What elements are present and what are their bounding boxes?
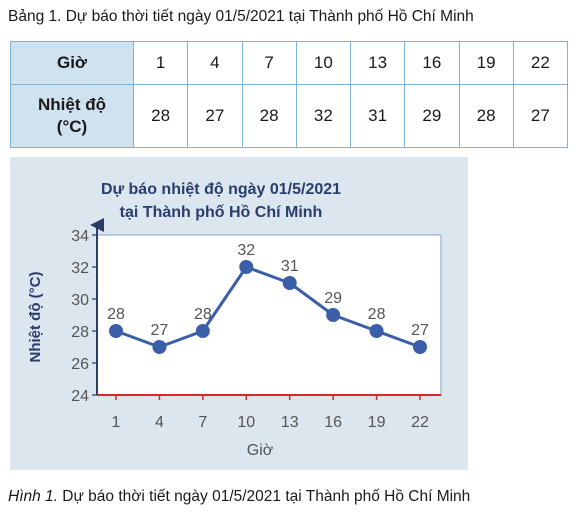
chart-title-line1: Dự báo nhiệt độ ngày 01/5/2021 xyxy=(101,181,341,198)
table-caption: Bảng 1. Dự báo thời tiết ngày 01/5/2021 … xyxy=(8,8,474,25)
y-tick-label: 30 xyxy=(71,292,89,309)
data-point xyxy=(195,324,210,338)
figure-caption-text: Dự báo thời tiết ngày 01/5/2021 tại Thàn… xyxy=(57,488,471,505)
hour-cell: 4 xyxy=(187,41,243,85)
temp-header-line2: (°C) xyxy=(56,117,88,136)
y-tick-label: 26 xyxy=(71,356,89,373)
hour-cell: 16 xyxy=(404,41,460,85)
x-tick-label: 4 xyxy=(155,414,164,431)
temp-cell: 31 xyxy=(349,84,406,148)
temp-header-line1: Nhiệt độ xyxy=(38,95,106,114)
y-axis-label: Nhiệt độ (°C) xyxy=(27,272,44,363)
hour-cell: 1 xyxy=(132,41,189,85)
x-tick-label: 22 xyxy=(411,414,429,431)
data-point xyxy=(152,340,167,354)
y-tick-label: 32 xyxy=(71,260,89,277)
data-label: 29 xyxy=(324,290,342,307)
data-label: 32 xyxy=(237,242,255,259)
temp-cell: 28 xyxy=(458,84,514,148)
hour-cell: 13 xyxy=(349,41,406,85)
y-tick-label: 24 xyxy=(71,388,89,405)
figure-caption-label: Hình 1. xyxy=(8,488,58,505)
data-point xyxy=(239,260,254,274)
data-point xyxy=(413,340,427,354)
forecast-table: Giờ 1 4 7 10 13 16 19 22 Nhiệt độ (°C) 2… xyxy=(10,41,569,148)
data-label: 28 xyxy=(194,306,212,323)
data-label: 27 xyxy=(151,322,169,339)
y-tick-label: 28 xyxy=(71,324,89,341)
table-row-hours: Giờ 1 4 7 10 13 16 19 22 xyxy=(10,41,569,85)
x-tick-label: 13 xyxy=(281,414,299,431)
temp-cell: 27 xyxy=(512,84,569,148)
hour-cell: 22 xyxy=(512,41,569,85)
series-line xyxy=(115,265,421,349)
temp-cell: 29 xyxy=(404,84,460,148)
data-point xyxy=(109,324,123,338)
x-tick-label: 19 xyxy=(368,414,386,431)
x-tick-label: 10 xyxy=(237,414,255,431)
y-tick-label: 34 xyxy=(71,228,89,245)
x-tick-label: 7 xyxy=(198,414,207,431)
temp-cell: 32 xyxy=(295,84,352,148)
chart-marks: 24 26 28 30 32 34 1 4 7 10 13 16 19 22 28 27 28 32 31 29 28 2… xyxy=(71,218,441,431)
chart-panel: Dự báo nhiệt độ ngày 01/5/2021 tại Thành… xyxy=(10,157,468,470)
line-chart: Dự báo nhiệt độ ngày 01/5/2021 tại Thành… xyxy=(27,181,442,459)
hour-cell: 10 xyxy=(295,41,352,85)
table-row-temps: Nhiệt độ (°C) 28 27 28 32 31 29 28 27 xyxy=(10,84,569,148)
x-axis-label: Giờ xyxy=(247,442,274,459)
hour-cell: 7 xyxy=(241,41,297,85)
temp-cell: 27 xyxy=(187,84,243,148)
data-label: 28 xyxy=(107,306,125,323)
data-point xyxy=(326,308,341,322)
data-label: 31 xyxy=(281,258,299,275)
data-point xyxy=(369,324,384,338)
data-label: 28 xyxy=(368,306,386,323)
hour-header: Giờ xyxy=(10,41,134,85)
temp-cell: 28 xyxy=(132,84,189,148)
temp-cell: 28 xyxy=(241,84,297,148)
x-tick-label: 1 xyxy=(112,414,121,431)
x-tick-label: 16 xyxy=(324,414,342,431)
figure-caption: Hình 1. Dự báo thời tiết ngày 01/5/2021 … xyxy=(8,488,470,506)
plot-area xyxy=(96,234,442,396)
chart-title-line2: tại Thành phố Hồ Chí Minh xyxy=(120,204,323,221)
data-label: 27 xyxy=(411,322,429,339)
hour-cell: 19 xyxy=(458,41,514,85)
data-point xyxy=(282,276,297,290)
temp-header: Nhiệt độ (°C) xyxy=(10,84,134,148)
